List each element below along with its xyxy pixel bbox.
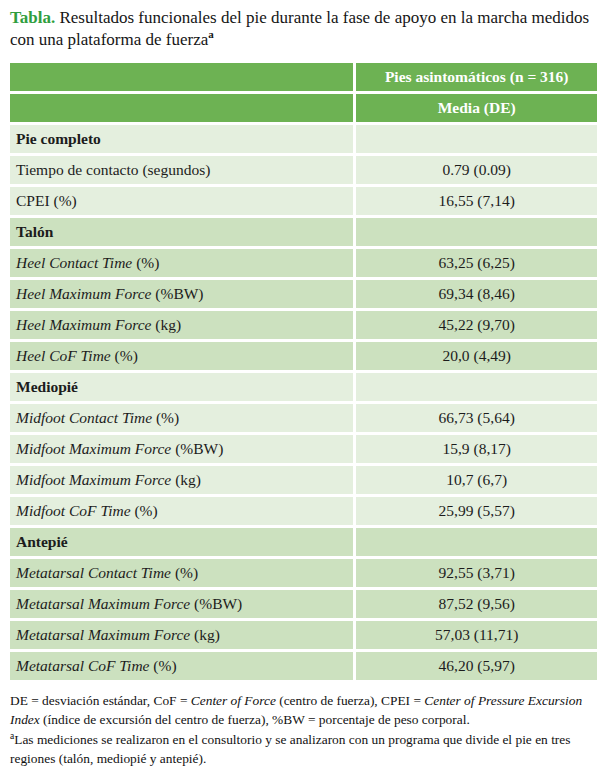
table-row: Heel CoF Time (%)20,0 (4,49)	[10, 342, 597, 370]
table-row: Heel Maximum Force (kg)45,22 (9,70)	[10, 311, 597, 339]
section-title: Antepié	[10, 528, 353, 556]
table-title-text: Resultados funcionales del pie durante l…	[10, 8, 589, 49]
footnote: DE = desviación estándar, CoF = Center o…	[10, 691, 597, 730]
empty-cell	[356, 218, 597, 246]
measure-label: Midfoot Contact Time (%)	[10, 404, 353, 432]
table-row: Midfoot Maximum Force (%BW)15,9 (8,17)	[10, 435, 597, 463]
footnote: aLas mediciones se realizaron en el cons…	[10, 730, 597, 769]
measure-value: 15,9 (8,17)	[356, 435, 597, 463]
empty-header-cell	[10, 94, 353, 122]
table-title: Tabla. Resultados funcionales del pie du…	[10, 7, 597, 51]
section-header-row: Pie completo	[10, 125, 597, 153]
table-row: Tiempo de contacto (segundos)0.79 (0.09)	[10, 156, 597, 184]
results-table: Pies asintomáticos (n = 316) Media (DE) …	[7, 60, 600, 683]
measure-value: 46,20 (5,97)	[356, 652, 597, 680]
table-row: Midfoot CoF Time (%)25,99 (5,57)	[10, 497, 597, 525]
table-title-footnote-marker: a	[208, 28, 214, 40]
measure-value: 10,7 (6,7)	[356, 466, 597, 494]
measure-value: 92,55 (3,71)	[356, 559, 597, 587]
table-row: Metatarsal Maximum Force (%BW)87,52 (9,5…	[10, 590, 597, 618]
measure-value: 16,55 (7,14)	[356, 187, 597, 215]
empty-header-cell	[10, 63, 353, 91]
table-row: Metatarsal Contact Time (%)92,55 (3,71)	[10, 559, 597, 587]
empty-cell	[356, 373, 597, 401]
measure-value: 45,22 (9,70)	[356, 311, 597, 339]
measure-label: CPEI (%)	[10, 187, 353, 215]
empty-cell	[356, 125, 597, 153]
footnote-text: (centro de fuerza), CPEI =	[276, 693, 424, 708]
measure-label: Heel CoF Time (%)	[10, 342, 353, 370]
group-header-cell: Pies asintomáticos (n = 316)	[356, 63, 597, 91]
table-figure: Tabla. Resultados funcionales del pie du…	[0, 0, 605, 769]
measure-label: Midfoot Maximum Force (kg)	[10, 466, 353, 494]
group-header-row: Pies asintomáticos (n = 316)	[10, 63, 597, 91]
measure-value: 25,99 (5,57)	[356, 497, 597, 525]
footnote-text: (índice de excursión del centro de fuerz…	[40, 712, 470, 727]
section-title: Talón	[10, 218, 353, 246]
measure-value: 87,52 (9,56)	[356, 590, 597, 618]
section-header-row: Talón	[10, 218, 597, 246]
measure-value: 63,25 (6,25)	[356, 249, 597, 277]
table-row: Heel Maximum Force (%BW)69,34 (8,46)	[10, 280, 597, 308]
measure-label: Midfoot Maximum Force (%BW)	[10, 435, 353, 463]
measure-value: 0.79 (0.09)	[356, 156, 597, 184]
footnote-text: DE = desviación estándar, CoF =	[10, 693, 191, 708]
section-title: Mediopié	[10, 373, 353, 401]
measure-label: Heel Maximum Force (%BW)	[10, 280, 353, 308]
measure-value: 69,34 (8,46)	[356, 280, 597, 308]
measure-label: Heel Maximum Force (kg)	[10, 311, 353, 339]
stat-header-row: Media (DE)	[10, 94, 597, 122]
table-body: Pie completo Tiempo de contacto (segundos…	[10, 125, 597, 680]
measure-label: Heel Contact Time (%)	[10, 249, 353, 277]
empty-cell	[356, 528, 597, 556]
measure-label: Tiempo de contacto (segundos)	[10, 156, 353, 184]
stat-header-cell: Media (DE)	[356, 94, 597, 122]
table-row: Metatarsal Maximum Force (kg)57,03 (11,7…	[10, 621, 597, 649]
measure-value: 20,0 (4,49)	[356, 342, 597, 370]
table-row: CPEI (%)16,55 (7,14)	[10, 187, 597, 215]
measure-label: Metatarsal Contact Time (%)	[10, 559, 353, 587]
table-row: Metatarsal CoF Time (%)46,20 (5,97)	[10, 652, 597, 680]
section-title: Pie completo	[10, 125, 353, 153]
section-header-row: Mediopié	[10, 373, 597, 401]
measure-value: 57,03 (11,71)	[356, 621, 597, 649]
footnote-term-italic: Center of Force	[191, 693, 276, 708]
measure-label: Metatarsal Maximum Force (%BW)	[10, 590, 353, 618]
table-row: Midfoot Maximum Force (kg)10,7 (6,7)	[10, 466, 597, 494]
measure-label: Metatarsal Maximum Force (kg)	[10, 621, 353, 649]
footnote-text: Las mediciones se realizaron en el consu…	[10, 732, 570, 767]
table-title-label: Tabla.	[10, 8, 55, 27]
measure-label: Metatarsal CoF Time (%)	[10, 652, 353, 680]
table-row: Heel Contact Time (%)63,25 (6,25)	[10, 249, 597, 277]
measure-label: Midfoot CoF Time (%)	[10, 497, 353, 525]
table-row: Midfoot Contact Time (%)66,73 (5,64)	[10, 404, 597, 432]
measure-value: 66,73 (5,64)	[356, 404, 597, 432]
footnotes: DE = desviación estándar, CoF = Center o…	[10, 691, 597, 769]
section-header-row: Antepié	[10, 528, 597, 556]
